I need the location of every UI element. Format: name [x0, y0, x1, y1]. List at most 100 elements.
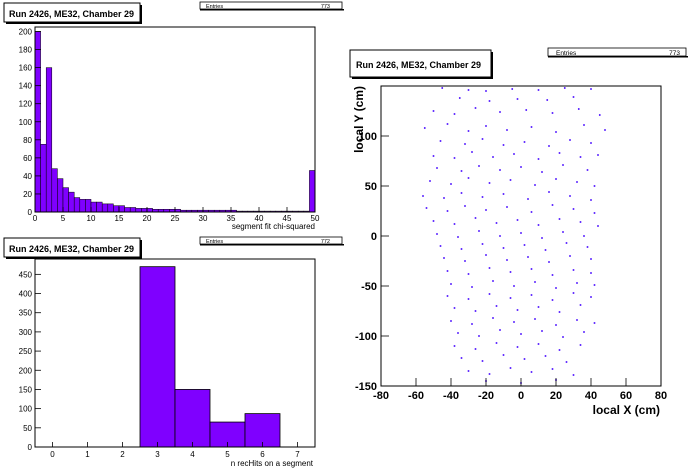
xy-point — [537, 343, 540, 345]
xy-point — [516, 346, 519, 348]
xy-point — [499, 235, 501, 237]
xy-point — [572, 208, 575, 210]
xy-point — [530, 371, 533, 373]
xy-point — [537, 224, 540, 226]
xy-title-shadow-b — [352, 77, 493, 79]
xy-title: Run 2426, ME32, Chamber 29 — [356, 60, 481, 70]
xy-point — [478, 230, 480, 232]
xy-ytick-label: 50 — [365, 181, 377, 193]
chi2-bar — [96, 201, 103, 213]
nrechits-axes: 0 1 2 3 4 5 6 7 0 50 100 150 200 250 300 350 400 450 — [19, 270, 301, 459]
xy-point — [481, 138, 484, 140]
xy-point — [467, 89, 470, 91]
xy-point — [446, 295, 449, 297]
xy-point — [598, 114, 601, 116]
xy-point — [534, 318, 536, 320]
xy-point — [499, 329, 501, 331]
nrechits-bar — [244, 413, 281, 448]
xy-point — [502, 247, 505, 249]
nrechits-ytick-label: 450 — [19, 270, 33, 279]
xy-point — [450, 283, 452, 285]
chi2-bar — [90, 201, 97, 213]
chi2-bar — [68, 191, 75, 213]
chi2-bar — [141, 208, 148, 213]
xy-xtick-label: 40 — [585, 390, 597, 402]
xy-point — [502, 354, 505, 356]
xy-point — [583, 124, 585, 126]
xy-point — [572, 269, 575, 271]
xy-point — [593, 284, 596, 286]
xy-point — [541, 237, 543, 239]
chi2-panel: Run 2426, ME32, Chamber 29 Entries 773 0… — [3, 1, 344, 231]
chi2-ytick-label: 200 — [19, 28, 33, 37]
xy-point — [453, 113, 456, 115]
xy-xtick-label: 80 — [655, 390, 667, 402]
nrechits-xlabel: n recHits on a segment — [231, 459, 314, 468]
xy-point — [471, 151, 473, 153]
chi2-ytick-label: 40 — [23, 172, 32, 181]
xy-point — [551, 204, 554, 206]
xy-point — [586, 246, 589, 248]
xy-point — [495, 305, 498, 307]
nrechits-xtick-label: 2 — [120, 450, 125, 459]
xy-xtick-label: 0 — [518, 390, 524, 402]
xy-point — [555, 287, 557, 289]
chi2-axes: 0 5 10 15 20 25 30 35 40 45 50 0 20 40 60 80 100 120 140 16… — [19, 28, 320, 223]
chi2-bar — [45, 67, 53, 213]
xy-point — [511, 88, 514, 90]
xy-point — [604, 129, 606, 131]
chi2-xtick-label: 10 — [87, 214, 96, 223]
xy-point — [446, 210, 449, 212]
xy-point — [467, 298, 470, 300]
chi2-bar — [118, 205, 125, 213]
xy-point — [516, 219, 519, 221]
xy-point — [572, 96, 575, 98]
xy-point — [563, 87, 566, 89]
chi2-ytick-label: 120 — [19, 100, 33, 109]
xy-point — [460, 170, 463, 172]
nrechits-title-shadow-b — [6, 257, 142, 259]
xy-point — [555, 178, 557, 180]
xy-point — [478, 165, 480, 167]
xy-point — [569, 255, 571, 257]
xy-point — [537, 306, 540, 308]
chi2-xtick-label: 20 — [143, 214, 152, 223]
xy-point — [541, 171, 543, 173]
chi2-bar — [135, 208, 142, 213]
chi2-bar — [113, 205, 120, 213]
chi2-bar — [101, 203, 109, 213]
xy-point — [548, 261, 550, 263]
chi2-ytick-label: 80 — [23, 136, 32, 145]
xy-xtick-label: -80 — [373, 390, 389, 402]
xy-point — [548, 191, 550, 193]
chi2-xtick-label: 45 — [283, 214, 292, 223]
xy-point — [453, 345, 456, 347]
xy-point — [467, 177, 470, 179]
nrechits-ytick-label: 350 — [19, 309, 33, 318]
nrechits-frame — [34, 258, 316, 448]
nrechits-xtick-label: 6 — [260, 450, 265, 459]
chi2-title-shadow — [140, 5, 142, 24]
xy-point — [569, 195, 571, 197]
xy-point — [534, 184, 536, 186]
xy-point — [453, 307, 456, 309]
xy-point — [429, 180, 431, 182]
xy-point — [530, 126, 533, 128]
nrechits-xtick-label: 4 — [190, 450, 195, 459]
xy-point — [425, 207, 428, 209]
chi2-bars — [34, 31, 316, 213]
chi2-bar — [124, 207, 131, 213]
nrechits-ytick-label: 400 — [19, 290, 33, 299]
xy-point — [513, 321, 515, 323]
nrechits-ytick-label: 150 — [19, 385, 33, 394]
xy-point — [436, 233, 438, 235]
chi2-xtick-label: 40 — [255, 214, 264, 223]
xy-point — [530, 268, 533, 270]
xy-point — [485, 209, 487, 211]
xy-point — [590, 199, 592, 201]
chi2-xtick-label: 0 — [33, 214, 38, 223]
chi2-ytick-label: 0 — [28, 208, 33, 217]
xy-point — [488, 182, 491, 184]
xy-point — [460, 192, 463, 194]
chi2-title-shadow-b — [6, 22, 142, 24]
